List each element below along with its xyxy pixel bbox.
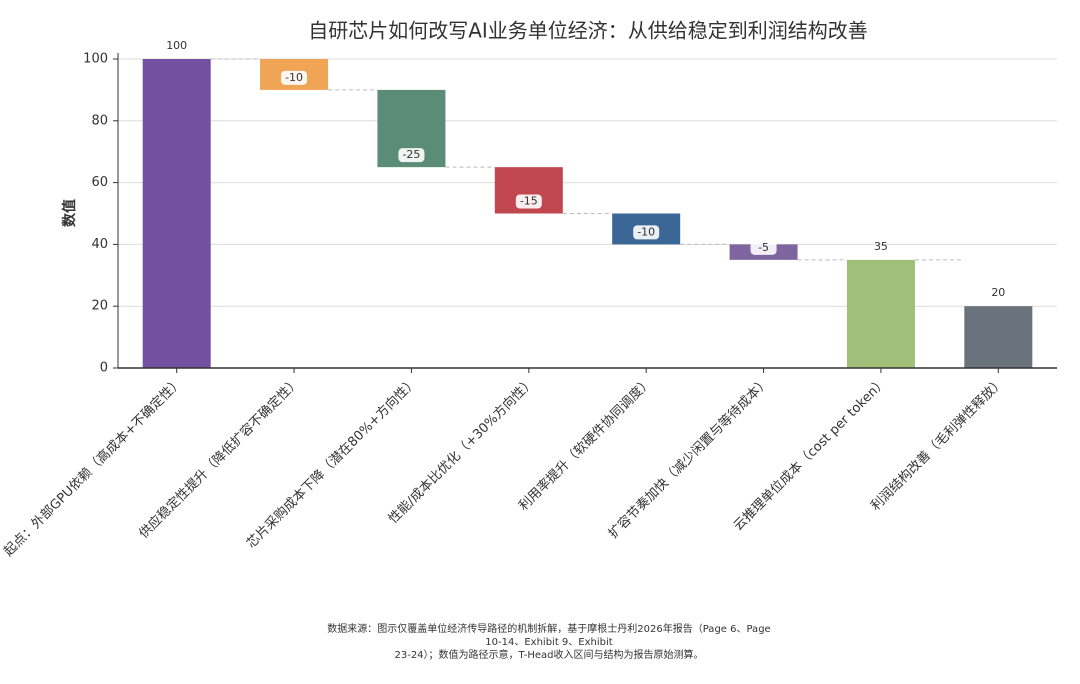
- y-tick-label: 100: [83, 52, 108, 67]
- bar: [142, 59, 211, 368]
- value-label: -15: [520, 195, 538, 208]
- footnote: 数据来源：图示仅覆盖单位经济传导路径的机制拆解，基于摩根士丹利2026年报告（P…: [327, 622, 770, 635]
- value-label-bg: [633, 225, 660, 240]
- value-label-group: -10: [633, 225, 660, 240]
- value-label-bg: [750, 240, 777, 255]
- value-label-group: -5: [750, 240, 777, 255]
- x-tick-label: 利用率提升（软硬件协同调度）: [515, 374, 655, 514]
- bar: [846, 259, 915, 368]
- value-label: 20: [991, 286, 1005, 299]
- chart-title: 自研芯片如何改写AI业务单位经济：从供给稳定到利润结构改善: [308, 19, 868, 43]
- value-label: -10: [637, 225, 655, 238]
- value-label: -25: [402, 148, 420, 161]
- y-axis-label: 数值: [61, 199, 78, 227]
- value-label-group: -15: [515, 194, 542, 209]
- bar: [964, 306, 1033, 368]
- value-label: 35: [874, 240, 888, 253]
- y-tick-label: 0: [100, 361, 108, 376]
- value-label-bg: [281, 70, 308, 85]
- value-label: -5: [758, 241, 769, 254]
- value-label-group: -10: [281, 70, 308, 85]
- value-label-bg: [398, 148, 425, 163]
- y-tick-label: 60: [91, 175, 108, 190]
- y-tick-label: 40: [91, 237, 108, 252]
- value-label-group: -25: [398, 148, 425, 163]
- footnote: 23-24）；数值为路径示意，T-Head收入区间与结构为报告原始测算。: [394, 648, 703, 661]
- y-tick-label: 80: [91, 113, 108, 128]
- y-tick-label: 20: [91, 299, 108, 314]
- value-label-bg: [515, 194, 542, 209]
- x-tick-label: 利润结构改善（毛利弹性释放）: [868, 374, 1008, 514]
- value-label: 100: [166, 39, 187, 52]
- value-label: -10: [285, 71, 303, 84]
- x-tick-label: 起点：外部GPU依赖（高成本+不确定性）: [0, 374, 185, 559]
- footnote: 10-14、Exhibit 9、Exhibit: [485, 637, 612, 648]
